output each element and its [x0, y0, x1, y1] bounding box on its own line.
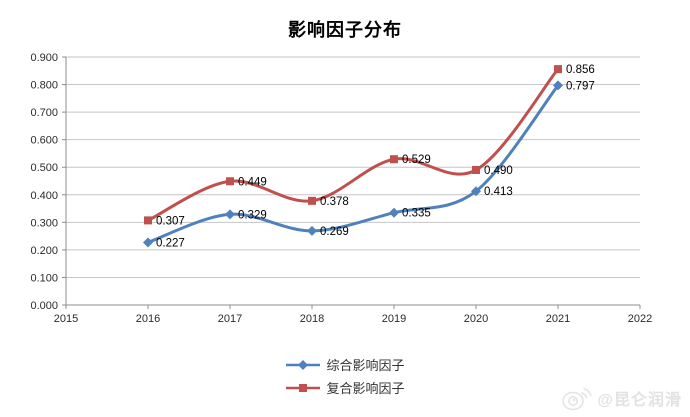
legend-swatch-series1 [286, 359, 321, 370]
x-tick-label: 2021 [546, 313, 570, 325]
data-label: 0.329 [238, 209, 267, 221]
series-line [146, 83, 560, 244]
x-tick-label: 2022 [628, 313, 652, 325]
y-tick-label: 0.000 [30, 300, 58, 312]
data-label: 0.335 [402, 208, 431, 220]
y-tick-label: 0.100 [30, 272, 58, 284]
square-marker-icon [226, 177, 234, 186]
diamond-marker-icon [298, 359, 309, 370]
x-tick-label: 2020 [464, 313, 488, 325]
data-label: 0.529 [402, 154, 431, 166]
data-label: 0.856 [566, 64, 595, 76]
legend-item-series1: 综合影响因子 [285, 355, 405, 374]
data-label: 0.307 [156, 215, 185, 227]
weibo-icon [562, 387, 593, 411]
square-marker-icon [299, 383, 308, 392]
diamond-marker-icon [143, 237, 153, 248]
x-tick-label: 2018 [300, 313, 324, 325]
data-label: 0.378 [320, 196, 349, 208]
x-tick-label: 2019 [382, 313, 406, 325]
diamond-marker-icon [307, 225, 317, 236]
legend-swatch-series2 [286, 383, 321, 392]
x-tick-label: 2016 [136, 313, 160, 325]
square-marker-icon [144, 216, 152, 225]
y-tick-label: 0.700 [30, 107, 58, 119]
x-tick-label: 2015 [54, 313, 78, 325]
diamond-marker-icon [471, 186, 481, 197]
square-marker-icon [308, 196, 316, 205]
legend-label-series1: 综合影响因子 [326, 358, 405, 373]
y-tick-label: 0.300 [30, 217, 58, 229]
legend-item-series2: 复合影响因子 [285, 378, 405, 397]
y-tick-label: 0.400 [30, 190, 58, 202]
data-label: 0.449 [238, 176, 267, 188]
legend: 综合影响因子 复合影响因子 [0, 355, 690, 397]
y-tick-label: 0.600 [30, 135, 58, 147]
y-tick-label: 0.900 [30, 52, 58, 64]
y-tick-label: 0.500 [30, 162, 58, 174]
square-marker-icon [554, 65, 562, 74]
diamond-marker-icon [225, 209, 235, 220]
data-label: 0.490 [484, 165, 513, 177]
diamond-marker-icon [389, 207, 399, 218]
data-label: 0.413 [484, 186, 513, 198]
square-marker-icon [472, 165, 480, 174]
series-line [146, 67, 560, 222]
line-chart: 0.000 0.100 0.200 0.300 0.400 0.500 0.600 0.700… [30, 52, 652, 325]
y-tick-label: 0.800 [30, 80, 58, 92]
x-tick-label: 2017 [218, 313, 242, 325]
watermark-text: @昆仑润滑 [597, 392, 682, 409]
data-label: 0.227 [156, 237, 185, 249]
data-label: 0.269 [320, 226, 349, 238]
chart-title: 影响因子分布 [288, 20, 402, 41]
watermark: @昆仑润滑 [561, 384, 682, 412]
square-marker-icon [390, 155, 398, 164]
y-tick-label: 0.200 [30, 245, 58, 257]
diamond-marker-icon [553, 80, 563, 91]
data-label: 0.797 [566, 80, 595, 92]
legend-label-series2: 复合影响因子 [326, 381, 405, 396]
